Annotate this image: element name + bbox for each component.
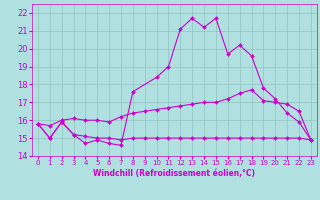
X-axis label: Windchill (Refroidissement éolien,°C): Windchill (Refroidissement éolien,°C) — [93, 169, 255, 178]
